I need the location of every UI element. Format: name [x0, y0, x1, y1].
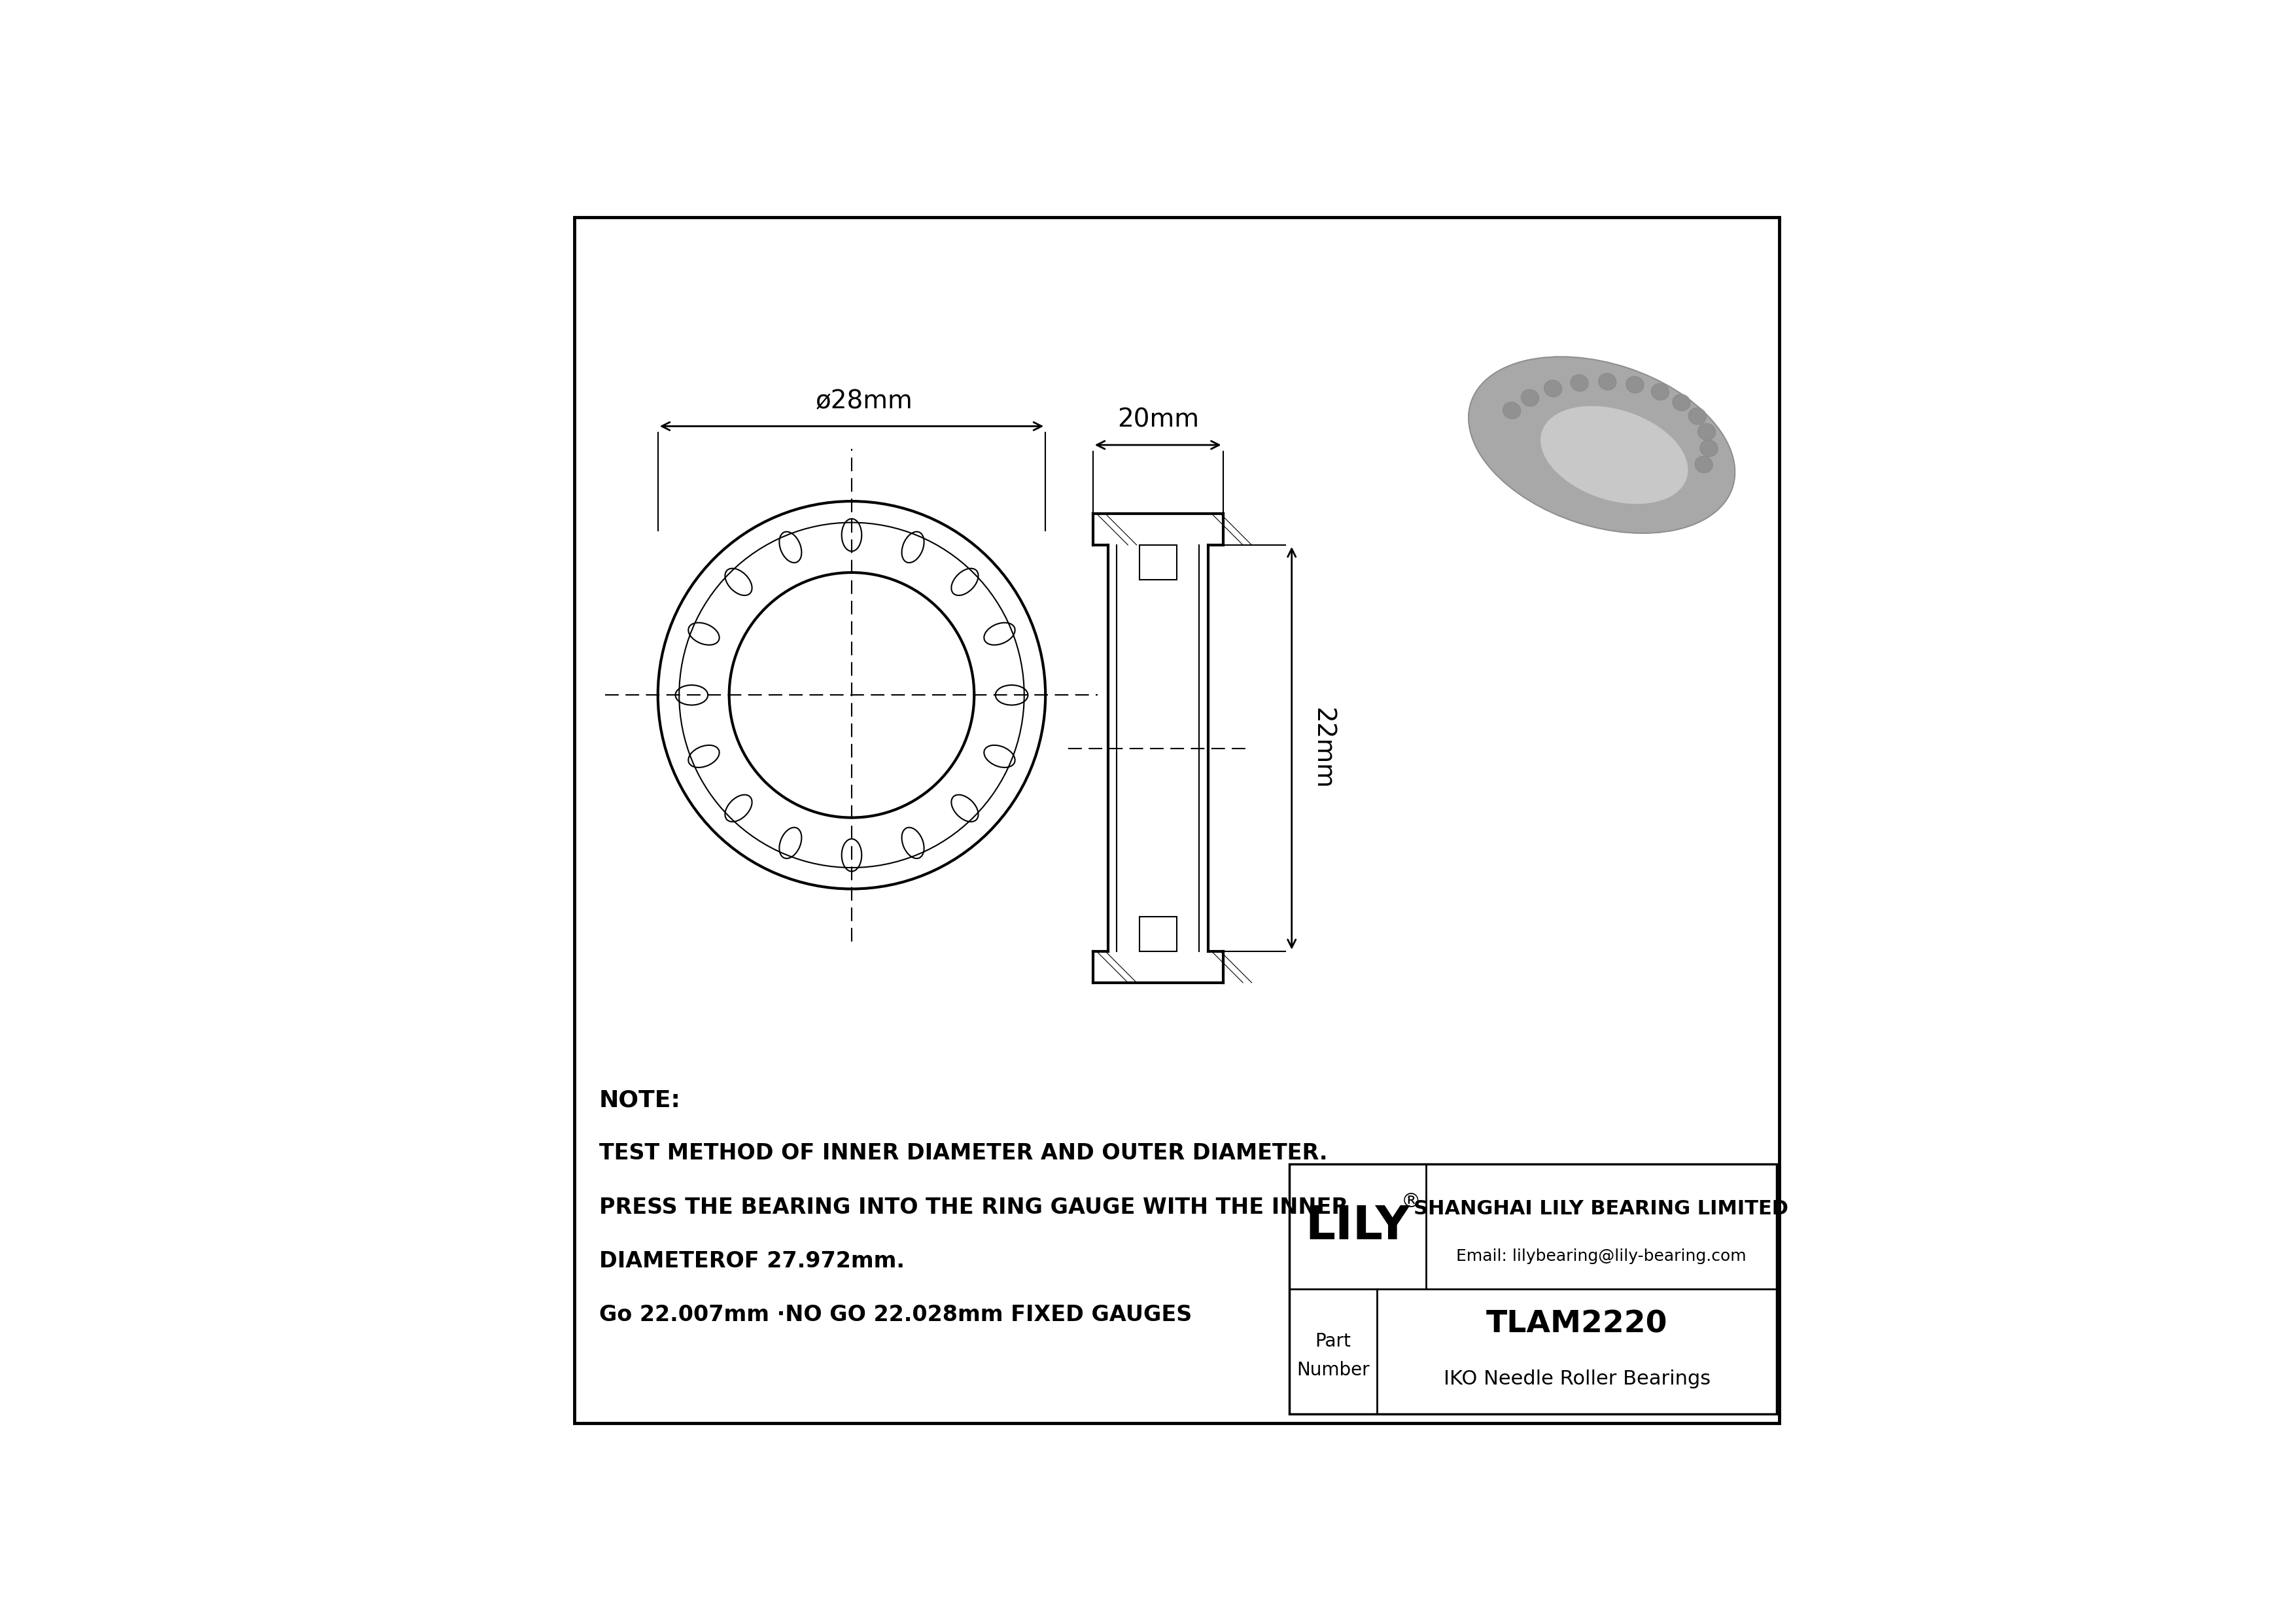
Text: DIAMETEROF 27.972mm.: DIAMETEROF 27.972mm.: [599, 1250, 905, 1272]
Text: Number: Number: [1297, 1361, 1371, 1379]
Ellipse shape: [1697, 424, 1715, 440]
Text: 20mm: 20mm: [1118, 408, 1199, 432]
Text: IKO Needle Roller Bearings: IKO Needle Roller Bearings: [1444, 1369, 1711, 1389]
Bar: [1139, 916, 1178, 952]
Ellipse shape: [1541, 406, 1688, 503]
Ellipse shape: [1699, 440, 1717, 456]
Text: Email: lilybearing@lily-bearing.com: Email: lilybearing@lily-bearing.com: [1456, 1249, 1747, 1265]
Text: LILY: LILY: [1304, 1203, 1410, 1249]
Ellipse shape: [1694, 456, 1713, 473]
Text: Part: Part: [1316, 1332, 1350, 1351]
Text: Go 22.007mm ·NO GO 22.028mm FIXED GAUGES: Go 22.007mm ·NO GO 22.028mm FIXED GAUGES: [599, 1304, 1192, 1325]
Ellipse shape: [1469, 357, 1736, 533]
Ellipse shape: [1671, 395, 1690, 411]
Ellipse shape: [1545, 380, 1561, 396]
Ellipse shape: [1520, 390, 1538, 406]
Text: ®: ®: [1401, 1192, 1421, 1212]
Ellipse shape: [1598, 374, 1616, 390]
Text: NOTE:: NOTE:: [599, 1090, 682, 1111]
Bar: [1139, 546, 1178, 580]
Text: ø28mm: ø28mm: [815, 388, 914, 414]
Ellipse shape: [1504, 403, 1520, 419]
Text: SHANGHAI LILY BEARING LIMITED: SHANGHAI LILY BEARING LIMITED: [1414, 1200, 1789, 1218]
Text: 22mm: 22mm: [1311, 708, 1336, 789]
Ellipse shape: [1626, 377, 1644, 393]
Ellipse shape: [1570, 375, 1589, 391]
Bar: [1290, 1164, 1777, 1415]
Text: TLAM2220: TLAM2220: [1486, 1309, 1667, 1338]
Text: TEST METHOD OF INNER DIAMETER AND OUTER DIAMETER.: TEST METHOD OF INNER DIAMETER AND OUTER …: [599, 1143, 1327, 1164]
Ellipse shape: [1651, 383, 1669, 400]
Text: PRESS THE BEARING INTO THE RING GAUGE WITH THE INNER: PRESS THE BEARING INTO THE RING GAUGE WI…: [599, 1197, 1348, 1218]
Ellipse shape: [1688, 408, 1706, 424]
